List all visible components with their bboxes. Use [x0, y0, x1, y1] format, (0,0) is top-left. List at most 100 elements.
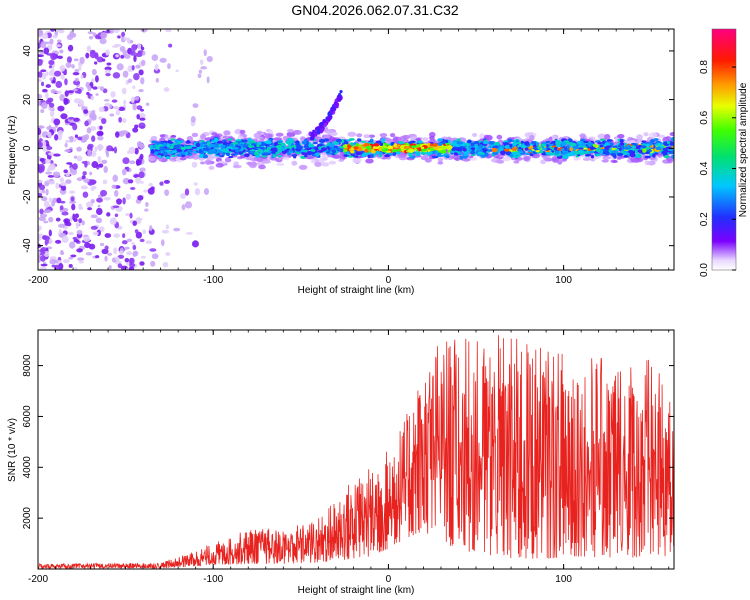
- noise-speckle: [165, 224, 170, 230]
- signal-cell: [186, 149, 191, 154]
- signal-cell: [384, 154, 391, 158]
- noise-speckle: [72, 123, 78, 131]
- noise-speckle: [136, 105, 143, 110]
- signal-halo: [612, 159, 618, 164]
- noise-speckle: [91, 135, 96, 143]
- signal-halo: [275, 132, 284, 137]
- signal-cell: [482, 141, 489, 145]
- signal-cell: [218, 154, 225, 158]
- signal-halo: [273, 137, 283, 141]
- signal-cell: [636, 145, 641, 150]
- snr-xtick-label: -200: [28, 574, 48, 585]
- signal-cell: [641, 140, 647, 143]
- signal-cell: [275, 144, 283, 149]
- signal-cell: [616, 152, 624, 157]
- signal-halo: [392, 136, 399, 143]
- spectrogram-ytick-label: 20: [22, 94, 33, 106]
- streak-cell: [339, 95, 343, 101]
- signal-cell: [230, 153, 236, 156]
- signal-cell: [488, 140, 495, 145]
- signal-cell: [416, 140, 423, 144]
- noise-speckle: [173, 227, 181, 232]
- noise-speckle: [85, 201, 94, 208]
- signal-cell: [303, 144, 309, 149]
- signal-halo: [330, 131, 338, 137]
- noise-speckle: [38, 125, 44, 129]
- signal-cell: [599, 149, 604, 154]
- signal-cell: [628, 149, 634, 154]
- noise-speckle: [69, 167, 73, 173]
- noise-speckle: [99, 125, 103, 130]
- signal-cell: [488, 145, 493, 149]
- noise-speckle: [79, 56, 85, 65]
- noise-speckle: [126, 251, 133, 256]
- signal-cell: [185, 140, 191, 144]
- noise-speckle: [145, 240, 152, 245]
- noise-speckle: [117, 35, 121, 39]
- noise-speckle: [76, 229, 83, 235]
- noise-speckle: [68, 256, 73, 260]
- signal-cell: [524, 147, 529, 151]
- noise-speckle: [87, 143, 94, 149]
- signal-halo: [363, 134, 371, 139]
- signal-cell: [636, 153, 642, 158]
- signal-halo: [332, 154, 342, 160]
- signal-cell: [517, 151, 523, 154]
- noise-speckle: [86, 91, 90, 96]
- noise-speckle: [160, 239, 165, 247]
- noise-speckle: [72, 117, 80, 122]
- signal-halo: [256, 130, 263, 134]
- noise-speckle: [57, 130, 64, 136]
- signal-halo: [602, 156, 612, 160]
- signal-cell: [220, 145, 225, 149]
- colorbar: 0.0 0.2 0.4 0.6 0.8 Normalized spectral ampl…: [699, 28, 749, 277]
- noise-speckle: [45, 92, 49, 100]
- noise-speckle: [147, 187, 155, 195]
- signal-cell: [517, 144, 525, 148]
- noise-speckle: [54, 70, 62, 77]
- signal-cell: [531, 141, 537, 145]
- signal-cell: [222, 141, 229, 146]
- signal-cell: [507, 138, 513, 143]
- noise-speckle: [89, 113, 96, 118]
- noise-speckle: [57, 39, 62, 43]
- signal-cell: [407, 148, 415, 153]
- noise-speckle: [70, 254, 77, 258]
- spectrogram-ytick-label: -20: [22, 189, 33, 204]
- signal-cell: [577, 141, 582, 145]
- signal-cell: [664, 154, 670, 159]
- noise-speckle: [134, 96, 140, 101]
- noise-speckle: [124, 257, 130, 263]
- noise-speckle: [200, 66, 208, 70]
- noise-speckle: [38, 54, 44, 58]
- noise-speckle: [38, 94, 43, 100]
- noise-speckle: [38, 184, 46, 191]
- noise-speckle: [190, 115, 196, 123]
- noise-speckle: [128, 146, 136, 154]
- noise-speckle: [78, 218, 83, 224]
- streak-cell: [333, 101, 338, 106]
- noise-speckle: [106, 145, 113, 152]
- signal-cell: [432, 143, 438, 147]
- noise-speckle: [72, 213, 76, 221]
- noise-speckle: [129, 50, 136, 56]
- noise-speckle: [90, 95, 95, 101]
- noise-speckle: [71, 203, 76, 211]
- signal-cell: [375, 151, 381, 155]
- noise-speckle: [63, 169, 69, 174]
- signal-cell: [198, 154, 204, 159]
- signal-halo: [282, 156, 290, 160]
- signal-halo: [597, 133, 606, 140]
- signal-halo: [601, 159, 609, 163]
- noise-speckle: [85, 251, 93, 256]
- signal-halo: [424, 158, 432, 163]
- signal-cell: [344, 141, 349, 145]
- signal-cell: [492, 145, 497, 148]
- signal-halo: [437, 157, 444, 162]
- spectrogram-ytick-label: 40: [22, 45, 33, 57]
- noise-speckle: [132, 251, 137, 258]
- noise-speckle: [113, 29, 120, 34]
- signal-cell: [167, 151, 174, 154]
- colorbar-label: Normalized spectral amplitude: [738, 82, 749, 217]
- signal-cell: [266, 146, 272, 150]
